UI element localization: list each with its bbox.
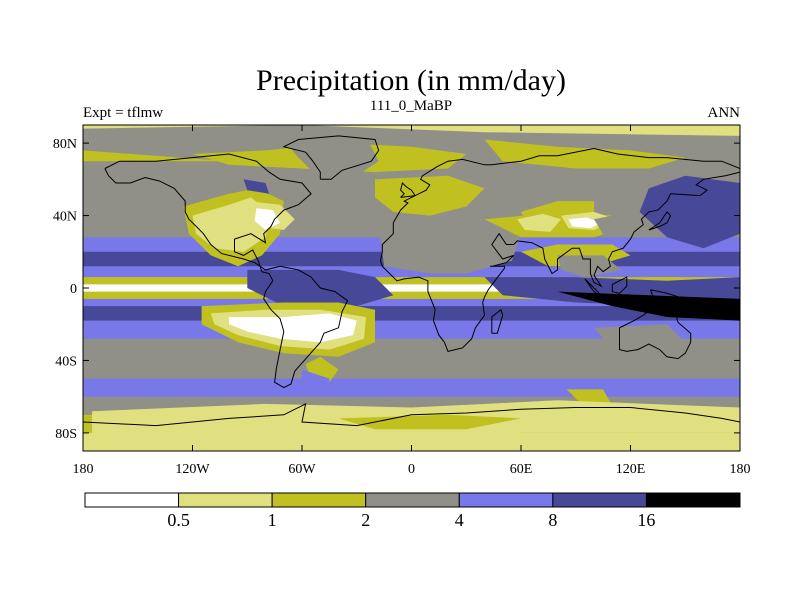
coastline-9 — [611, 276, 628, 294]
coastline-0 — [104, 153, 349, 389]
x-tick-label: 60W — [288, 462, 316, 477]
y-tick-label: 0 — [70, 282, 77, 297]
zonal-band-7 — [83, 277, 740, 285]
precip-region-13 — [517, 213, 562, 232]
colorbar-label: 4 — [455, 510, 464, 530]
colorbar-swatch-0 — [84, 492, 180, 508]
coastline-8 — [584, 278, 620, 303]
axis-ticks: 180 120W 60W 0 60E 120E 180 80N 40N 0 40S 80S — [53, 125, 751, 477]
colorbar: 0.5 1 2 4 8 16 — [84, 492, 741, 530]
colorbar-label: 1 — [268, 510, 277, 530]
zonal-band-8 — [83, 284, 740, 293]
precip-region-10 — [378, 219, 521, 274]
x-tick-label: 0 — [408, 462, 415, 477]
coastline-5 — [400, 182, 416, 198]
map-fill — [83, 125, 740, 451]
coastline-7 — [648, 211, 672, 231]
coastline-10 — [650, 289, 687, 307]
precip-region-21 — [557, 291, 740, 321]
zonal-band-6 — [83, 266, 740, 278]
coastline-6 — [83, 402, 740, 427]
zonal-band-10 — [83, 298, 740, 307]
coastline-3 — [491, 308, 504, 334]
subtitle-experiment: Expt = tflmw — [83, 105, 163, 121]
x-tick-label: 120W — [175, 462, 210, 477]
precip-region-2 — [484, 139, 686, 169]
colorbar-swatch-5 — [552, 492, 647, 508]
precip-region-19 — [557, 255, 622, 278]
coastlines — [83, 135, 740, 427]
x-tick-label: 180 — [73, 462, 94, 477]
coastline-4 — [619, 307, 692, 360]
colorbar-swatch-6 — [645, 492, 741, 508]
precip-region-31 — [338, 414, 521, 430]
colorbar-label: 16 — [637, 510, 655, 530]
y-tick-label: 80S — [55, 427, 77, 442]
precip-region-25 — [229, 313, 357, 343]
x-tick-label: 60E — [510, 462, 533, 477]
subtitle-period: 111_0_MaBP — [370, 98, 452, 114]
subtitle-season: ANN — [708, 105, 741, 121]
colorbar-swatch-1 — [178, 492, 273, 508]
coastline-1 — [282, 135, 380, 180]
precip-region-4 — [192, 197, 270, 252]
colorbar-swatch-2 — [271, 492, 367, 508]
coastline-2 — [379, 147, 740, 352]
x-tick-label: 180 — [730, 462, 751, 477]
colorbar-swatch-3 — [365, 492, 460, 508]
colorbar-label: 2 — [361, 510, 370, 530]
zonal-band-17 — [83, 432, 740, 451]
y-tick-label: 40N — [53, 210, 77, 225]
y-tick-label: 40S — [55, 354, 77, 369]
precip-region-17 — [639, 175, 740, 249]
colorbar-label: 0.5 — [167, 510, 190, 530]
precip-region-15 — [568, 217, 602, 229]
y-tick-label: 80N — [53, 137, 77, 152]
precip-region-6 — [254, 208, 281, 230]
precip-region-8 — [243, 179, 270, 194]
x-tick-label: 120E — [616, 462, 646, 477]
precip-region-27 — [302, 369, 330, 393]
precip-region-9 — [375, 175, 485, 216]
zonal-band-9 — [83, 291, 740, 300]
precip-region-28 — [594, 324, 686, 372]
colorbar-swatch-4 — [458, 492, 554, 508]
zonal-band-14 — [83, 378, 740, 398]
colorbar-label: 8 — [548, 510, 557, 530]
chart-title: Precipitation (in mm/day) — [256, 64, 566, 97]
